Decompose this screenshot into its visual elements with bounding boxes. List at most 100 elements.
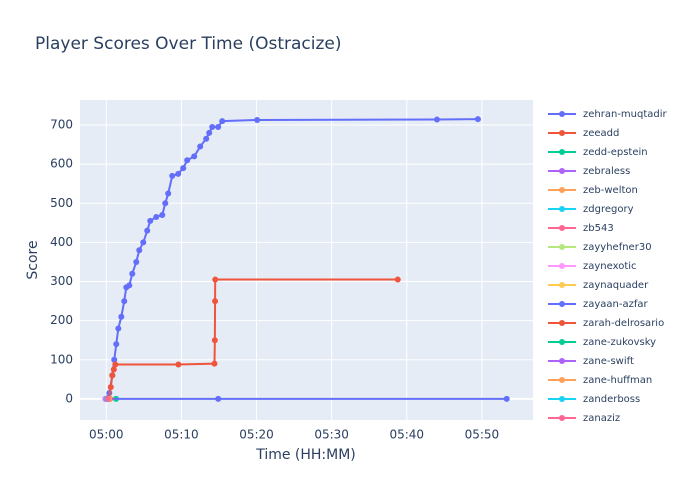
data-point <box>254 116 261 123</box>
y-tick-label: 300 <box>50 274 73 288</box>
legend-marker <box>559 339 565 345</box>
grid <box>80 100 533 420</box>
legend-label[interactable]: zaynexotic <box>583 261 637 272</box>
y-tick-label: 700 <box>50 118 73 132</box>
legend-label[interactable]: zehran-muqtadir <box>583 109 668 120</box>
legend-marker <box>559 320 565 326</box>
x-tick-label: 05:00 <box>89 428 124 442</box>
data-point <box>206 129 213 136</box>
data-point <box>219 118 226 125</box>
data-point <box>118 313 125 320</box>
data-point <box>110 366 117 373</box>
data-point <box>165 190 172 197</box>
legend-label[interactable]: zarah-delrosario <box>583 318 664 329</box>
legend-label[interactable]: zeeadd <box>583 128 619 139</box>
data-point <box>153 213 160 220</box>
data-point <box>197 143 204 150</box>
data-point <box>191 153 198 160</box>
data-point <box>112 361 119 368</box>
data-point <box>212 276 219 283</box>
data-point <box>503 395 510 402</box>
data-point <box>215 395 222 402</box>
y-tick-label: 100 <box>50 352 73 366</box>
data-point <box>109 372 116 379</box>
y-tick-label: 400 <box>50 235 73 249</box>
y-tick-label: 500 <box>50 196 73 210</box>
legend-marker <box>559 301 565 307</box>
data-point <box>121 298 128 305</box>
x-tick-label: 05:30 <box>314 428 349 442</box>
legend-marker <box>559 149 565 155</box>
legend-label[interactable]: zb543 <box>583 223 614 234</box>
y-axis-label: Score <box>25 240 41 279</box>
legend-marker <box>559 225 565 231</box>
x-tick-label: 05:20 <box>239 428 274 442</box>
legend-label[interactable]: zayaan-azfar <box>583 299 649 310</box>
legend-label[interactable]: zanaziz <box>583 413 620 424</box>
data-point <box>211 360 218 367</box>
legend-marker <box>559 130 565 136</box>
data-point <box>115 325 122 332</box>
legend-marker <box>559 168 565 174</box>
legend-label[interactable]: zane-huffman <box>583 375 652 386</box>
y-tick-label: 0 <box>65 391 73 405</box>
x-axis-label: Time (HH:MM) <box>255 447 356 463</box>
legend-marker <box>559 244 565 250</box>
data-point <box>104 395 111 402</box>
data-point <box>126 282 133 289</box>
data-point <box>162 200 169 207</box>
chart-title: Player Scores Over Time (Ostracize) <box>35 34 342 54</box>
data-point <box>184 157 191 164</box>
data-point <box>474 116 481 123</box>
data-point <box>209 123 216 130</box>
legend-label[interactable]: zanderboss <box>583 394 640 405</box>
legend-label[interactable]: zdgregory <box>583 204 634 215</box>
series-line <box>104 118 478 400</box>
legend-marker <box>559 396 565 402</box>
legend-label[interactable]: zebraless <box>583 166 630 177</box>
data-point <box>107 384 114 391</box>
data-point <box>159 212 166 219</box>
legend-label[interactable]: zedd-epstein <box>583 147 648 158</box>
data-point <box>215 123 222 130</box>
legend-marker <box>559 282 565 288</box>
legend-marker <box>559 111 565 117</box>
legend-label[interactable]: zane-zukovsky <box>583 337 656 348</box>
data-point <box>175 361 182 368</box>
data-point <box>180 165 187 172</box>
legend-marker <box>559 415 565 421</box>
y-tick-label: 600 <box>50 157 73 171</box>
plot-area <box>80 100 533 420</box>
legend-label[interactable]: zaynaquader <box>583 280 649 291</box>
x-tick-label: 05:50 <box>465 428 500 442</box>
legend-marker <box>559 358 565 364</box>
data-point <box>203 135 210 142</box>
legend-label[interactable]: zane-swift <box>583 356 634 367</box>
legend-label[interactable]: zayyhefner30 <box>583 242 652 253</box>
plot <box>102 116 510 402</box>
legend-marker <box>559 187 565 193</box>
data-point <box>136 247 143 254</box>
legend-label[interactable]: zeb-welton <box>583 185 638 196</box>
data-point <box>129 270 136 277</box>
x-tick-label: 05:40 <box>389 428 424 442</box>
data-point <box>113 341 120 348</box>
data-point <box>147 217 154 224</box>
data-point <box>175 170 182 177</box>
y-tick-label: 200 <box>50 313 73 327</box>
legend-marker <box>559 263 565 269</box>
data-point <box>433 116 440 123</box>
data-point <box>212 298 219 305</box>
legend-marker <box>559 206 565 212</box>
data-point <box>144 227 151 234</box>
data-point <box>394 276 401 283</box>
data-point <box>140 239 147 246</box>
data-point <box>169 172 176 179</box>
data-point <box>211 337 218 344</box>
legend: zehran-muqtadir zeeadd zedd-epstein zebrale… <box>548 109 668 424</box>
x-tick-label: 05:10 <box>164 428 199 442</box>
data-point <box>111 356 118 363</box>
data-point <box>133 258 140 265</box>
legend-marker <box>559 377 565 383</box>
